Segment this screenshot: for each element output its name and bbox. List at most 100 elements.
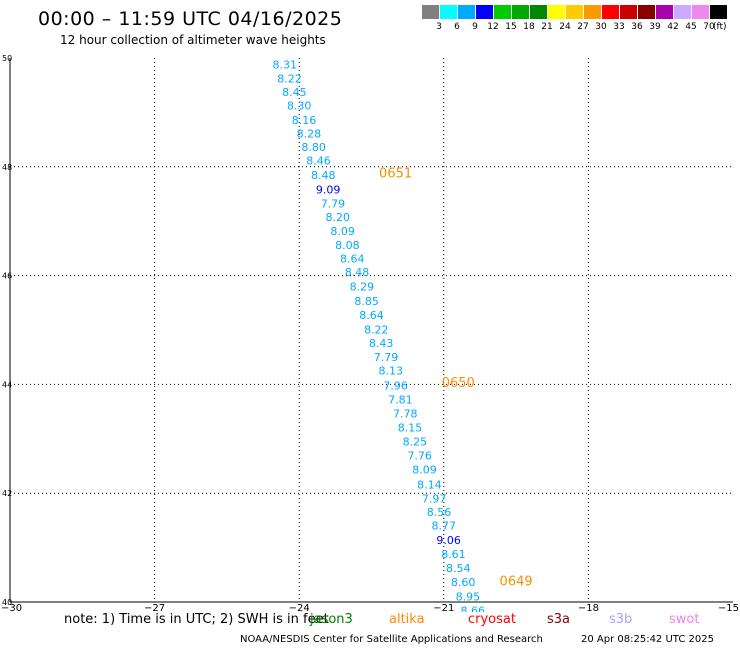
mission-label-altika: altika — [389, 612, 425, 627]
x-tick-label: −27 — [144, 603, 165, 612]
legend-swatch — [710, 5, 727, 19]
wave-height-label: 8.48 — [311, 169, 336, 182]
wave-height-label: 8.77 — [432, 520, 457, 533]
y-tick-label: 46 — [2, 272, 12, 281]
legend-swatch — [422, 5, 439, 19]
mission-label-s3a: s3a — [547, 612, 571, 627]
x-tick-label: −15 — [718, 603, 739, 612]
legend-tick-label: 6 — [454, 22, 460, 32]
legend-swatch — [476, 5, 493, 19]
legend-tick-label: 42 — [667, 22, 679, 32]
legend-swatch — [674, 5, 691, 19]
legend-tick-label: 21 — [541, 22, 553, 32]
y-tick-label: 44 — [2, 380, 12, 389]
legend-tick-label: 27 — [577, 22, 589, 32]
wave-height-label: 8.30 — [287, 100, 312, 113]
wave-height-label: 8.22 — [364, 323, 389, 336]
legend-swatch — [494, 5, 511, 19]
wave-height-label: 8.64 — [359, 309, 384, 322]
credit-line: NOAA/NESDIS Center for Satellite Applica… — [240, 634, 543, 645]
wave-height-label: 9.06 — [436, 534, 461, 547]
x-tick-label: −24 — [289, 603, 310, 612]
wave-height-label: 7.79 — [374, 351, 399, 364]
legend-swatch — [512, 5, 529, 19]
legend-swatch — [458, 5, 475, 19]
footnote: note: 1) Time is in UTC; 2) SWH is in fe… — [64, 612, 329, 627]
wave-height-label: 8.60 — [451, 576, 476, 589]
wave-height-label: 8.80 — [301, 141, 326, 154]
pass-time-label: 0651 — [379, 167, 412, 182]
generation-timestamp: 20 Apr 08:25:42 UTC 2025 — [581, 634, 714, 645]
wave-height-label: 8.66 — [460, 605, 485, 612]
wave-height-label: 7.78 — [393, 408, 418, 421]
wave-height-label: 7.79 — [321, 198, 346, 211]
legend-tick-label: 3 — [436, 22, 442, 32]
y-tick-label: 48 — [2, 163, 12, 172]
legend-swatch — [656, 5, 673, 19]
wave-height-label: 8.43 — [369, 337, 394, 350]
y-tick-label: 40 — [2, 598, 12, 607]
altimeter-plot: −30 −27 −24 −21 −18 −155048464442408.318.228.… — [1, 54, 739, 612]
wave-height-label: 8.14 — [417, 478, 442, 491]
wave-height-label: 7.76 — [407, 449, 432, 462]
wave-height-label: 8.20 — [326, 211, 351, 224]
legend-swatch — [602, 5, 619, 19]
wave-height-label: 8.16 — [292, 114, 317, 127]
x-tick-label: −21 — [433, 603, 454, 612]
legend-tick-label: 15 — [505, 22, 517, 32]
wave-height-label: 8.28 — [297, 127, 322, 140]
wave-height-label: 8.64 — [340, 253, 365, 266]
wave-height-label: 8.85 — [354, 295, 379, 308]
wave-height-label: 8.09 — [330, 225, 355, 238]
legend-unit: (ft) — [713, 22, 727, 32]
wave-height-label: 8.29 — [350, 280, 375, 293]
wave-height-label: 8.46 — [306, 155, 331, 168]
wave-height-label: 7.96 — [383, 379, 408, 392]
legend-tick-label: 36 — [631, 22, 643, 32]
x-tick-label: −18 — [578, 603, 599, 612]
wave-height-label: 8.15 — [398, 422, 423, 435]
legend-swatch — [566, 5, 583, 19]
legend-swatch — [584, 5, 601, 19]
legend-tick-label: 9 — [472, 22, 478, 32]
wave-height-label: 8.48 — [345, 266, 370, 279]
pass-time-label: 0649 — [500, 575, 533, 590]
legend-swatch — [638, 5, 655, 19]
y-tick-label: 50 — [2, 54, 12, 63]
wave-height-label: 8.13 — [379, 365, 404, 378]
legend-tick-label: 39 — [649, 22, 661, 32]
wave-height-label: 8.56 — [427, 506, 452, 519]
mission-label-cryosat: cryosat — [468, 612, 516, 627]
wave-height-label: 8.61 — [441, 548, 466, 561]
wave-height-label: 8.95 — [456, 590, 481, 603]
wave-height-label: 8.54 — [446, 562, 471, 575]
wave-height-label: 9.09 — [316, 183, 341, 196]
legend-tick-label: 12 — [487, 22, 499, 32]
wave-height-label: 7.97 — [422, 492, 447, 505]
legend-tick-label: 30 — [595, 22, 607, 32]
wave-height-label: 8.22 — [277, 72, 302, 85]
legend-tick-label: 24 — [559, 22, 571, 32]
legend-swatch — [530, 5, 547, 19]
legend-tick-label: 70 — [703, 22, 715, 32]
legend-tick-label: 18 — [523, 22, 535, 32]
wave-height-label: 7.81 — [388, 393, 413, 406]
legend-tick-label: 45 — [685, 22, 697, 32]
pass-time-label: 0650 — [442, 376, 475, 391]
legend-tick-label: 33 — [613, 22, 625, 32]
chart-title: 00:00 – 11:59 UTC 04/16/2025 — [38, 8, 343, 30]
legend-swatch — [440, 5, 457, 19]
x-tick-label: −30 — [1, 603, 22, 612]
footer: note: 1) Time is in UTC; 2) SWH is in fe… — [0, 612, 740, 650]
legend-swatch — [620, 5, 637, 19]
y-tick-label: 42 — [2, 489, 12, 498]
chart-subtitle: 12 hour collection of altimeter wave hei… — [60, 33, 326, 47]
wave-height-label: 8.25 — [403, 435, 428, 448]
mission-label-swot: swot — [669, 612, 700, 627]
wave-height-label: 8.08 — [335, 239, 360, 252]
wave-height-label: 8.09 — [412, 464, 437, 477]
mission-label-jason3: jason3 — [310, 612, 353, 627]
wave-height-label: 8.31 — [272, 58, 297, 71]
legend-swatch — [692, 5, 709, 19]
mission-label-s3b: s3b — [609, 612, 633, 627]
